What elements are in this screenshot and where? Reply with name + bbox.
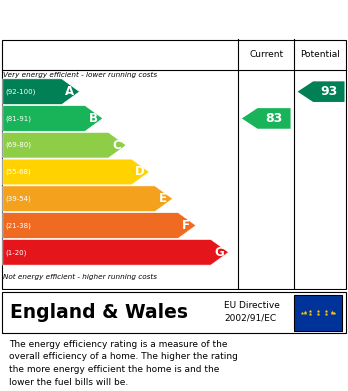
Polygon shape <box>3 132 126 158</box>
Text: 83: 83 <box>266 112 283 125</box>
Text: (39-54): (39-54) <box>6 196 31 202</box>
Text: Potential: Potential <box>300 50 340 59</box>
Polygon shape <box>3 159 149 185</box>
Text: F: F <box>182 219 190 232</box>
Polygon shape <box>3 239 229 265</box>
Polygon shape <box>242 108 291 129</box>
FancyBboxPatch shape <box>294 295 342 331</box>
Polygon shape <box>3 106 103 131</box>
Text: B: B <box>89 112 98 125</box>
Text: Current: Current <box>249 50 283 59</box>
Polygon shape <box>3 213 196 239</box>
Text: (1-20): (1-20) <box>6 249 27 256</box>
Text: Very energy efficient - lower running costs: Very energy efficient - lower running co… <box>3 72 158 77</box>
Text: G: G <box>214 246 224 259</box>
FancyBboxPatch shape <box>2 40 346 289</box>
Text: (55-68): (55-68) <box>6 169 31 175</box>
Polygon shape <box>298 81 345 102</box>
Text: (81-91): (81-91) <box>6 115 32 122</box>
Text: (92-100): (92-100) <box>6 88 36 95</box>
Polygon shape <box>3 186 173 212</box>
Text: England & Wales: England & Wales <box>10 303 188 322</box>
Text: (69-80): (69-80) <box>6 142 32 149</box>
Text: E: E <box>159 192 167 205</box>
Text: Not energy efficient - higher running costs: Not energy efficient - higher running co… <box>3 274 158 280</box>
Text: EU Directive
2002/91/EC: EU Directive 2002/91/EC <box>224 301 280 322</box>
Text: (21-38): (21-38) <box>6 222 31 229</box>
Text: D: D <box>135 165 144 178</box>
Text: The energy efficiency rating is a measure of the
overall efficiency of a home. T: The energy efficiency rating is a measur… <box>9 339 238 387</box>
Text: 93: 93 <box>320 85 338 98</box>
Text: Energy Efficiency Rating: Energy Efficiency Rating <box>9 12 229 27</box>
Polygon shape <box>3 79 80 104</box>
Text: A: A <box>65 85 74 98</box>
Text: C: C <box>112 139 121 152</box>
FancyBboxPatch shape <box>2 292 346 333</box>
